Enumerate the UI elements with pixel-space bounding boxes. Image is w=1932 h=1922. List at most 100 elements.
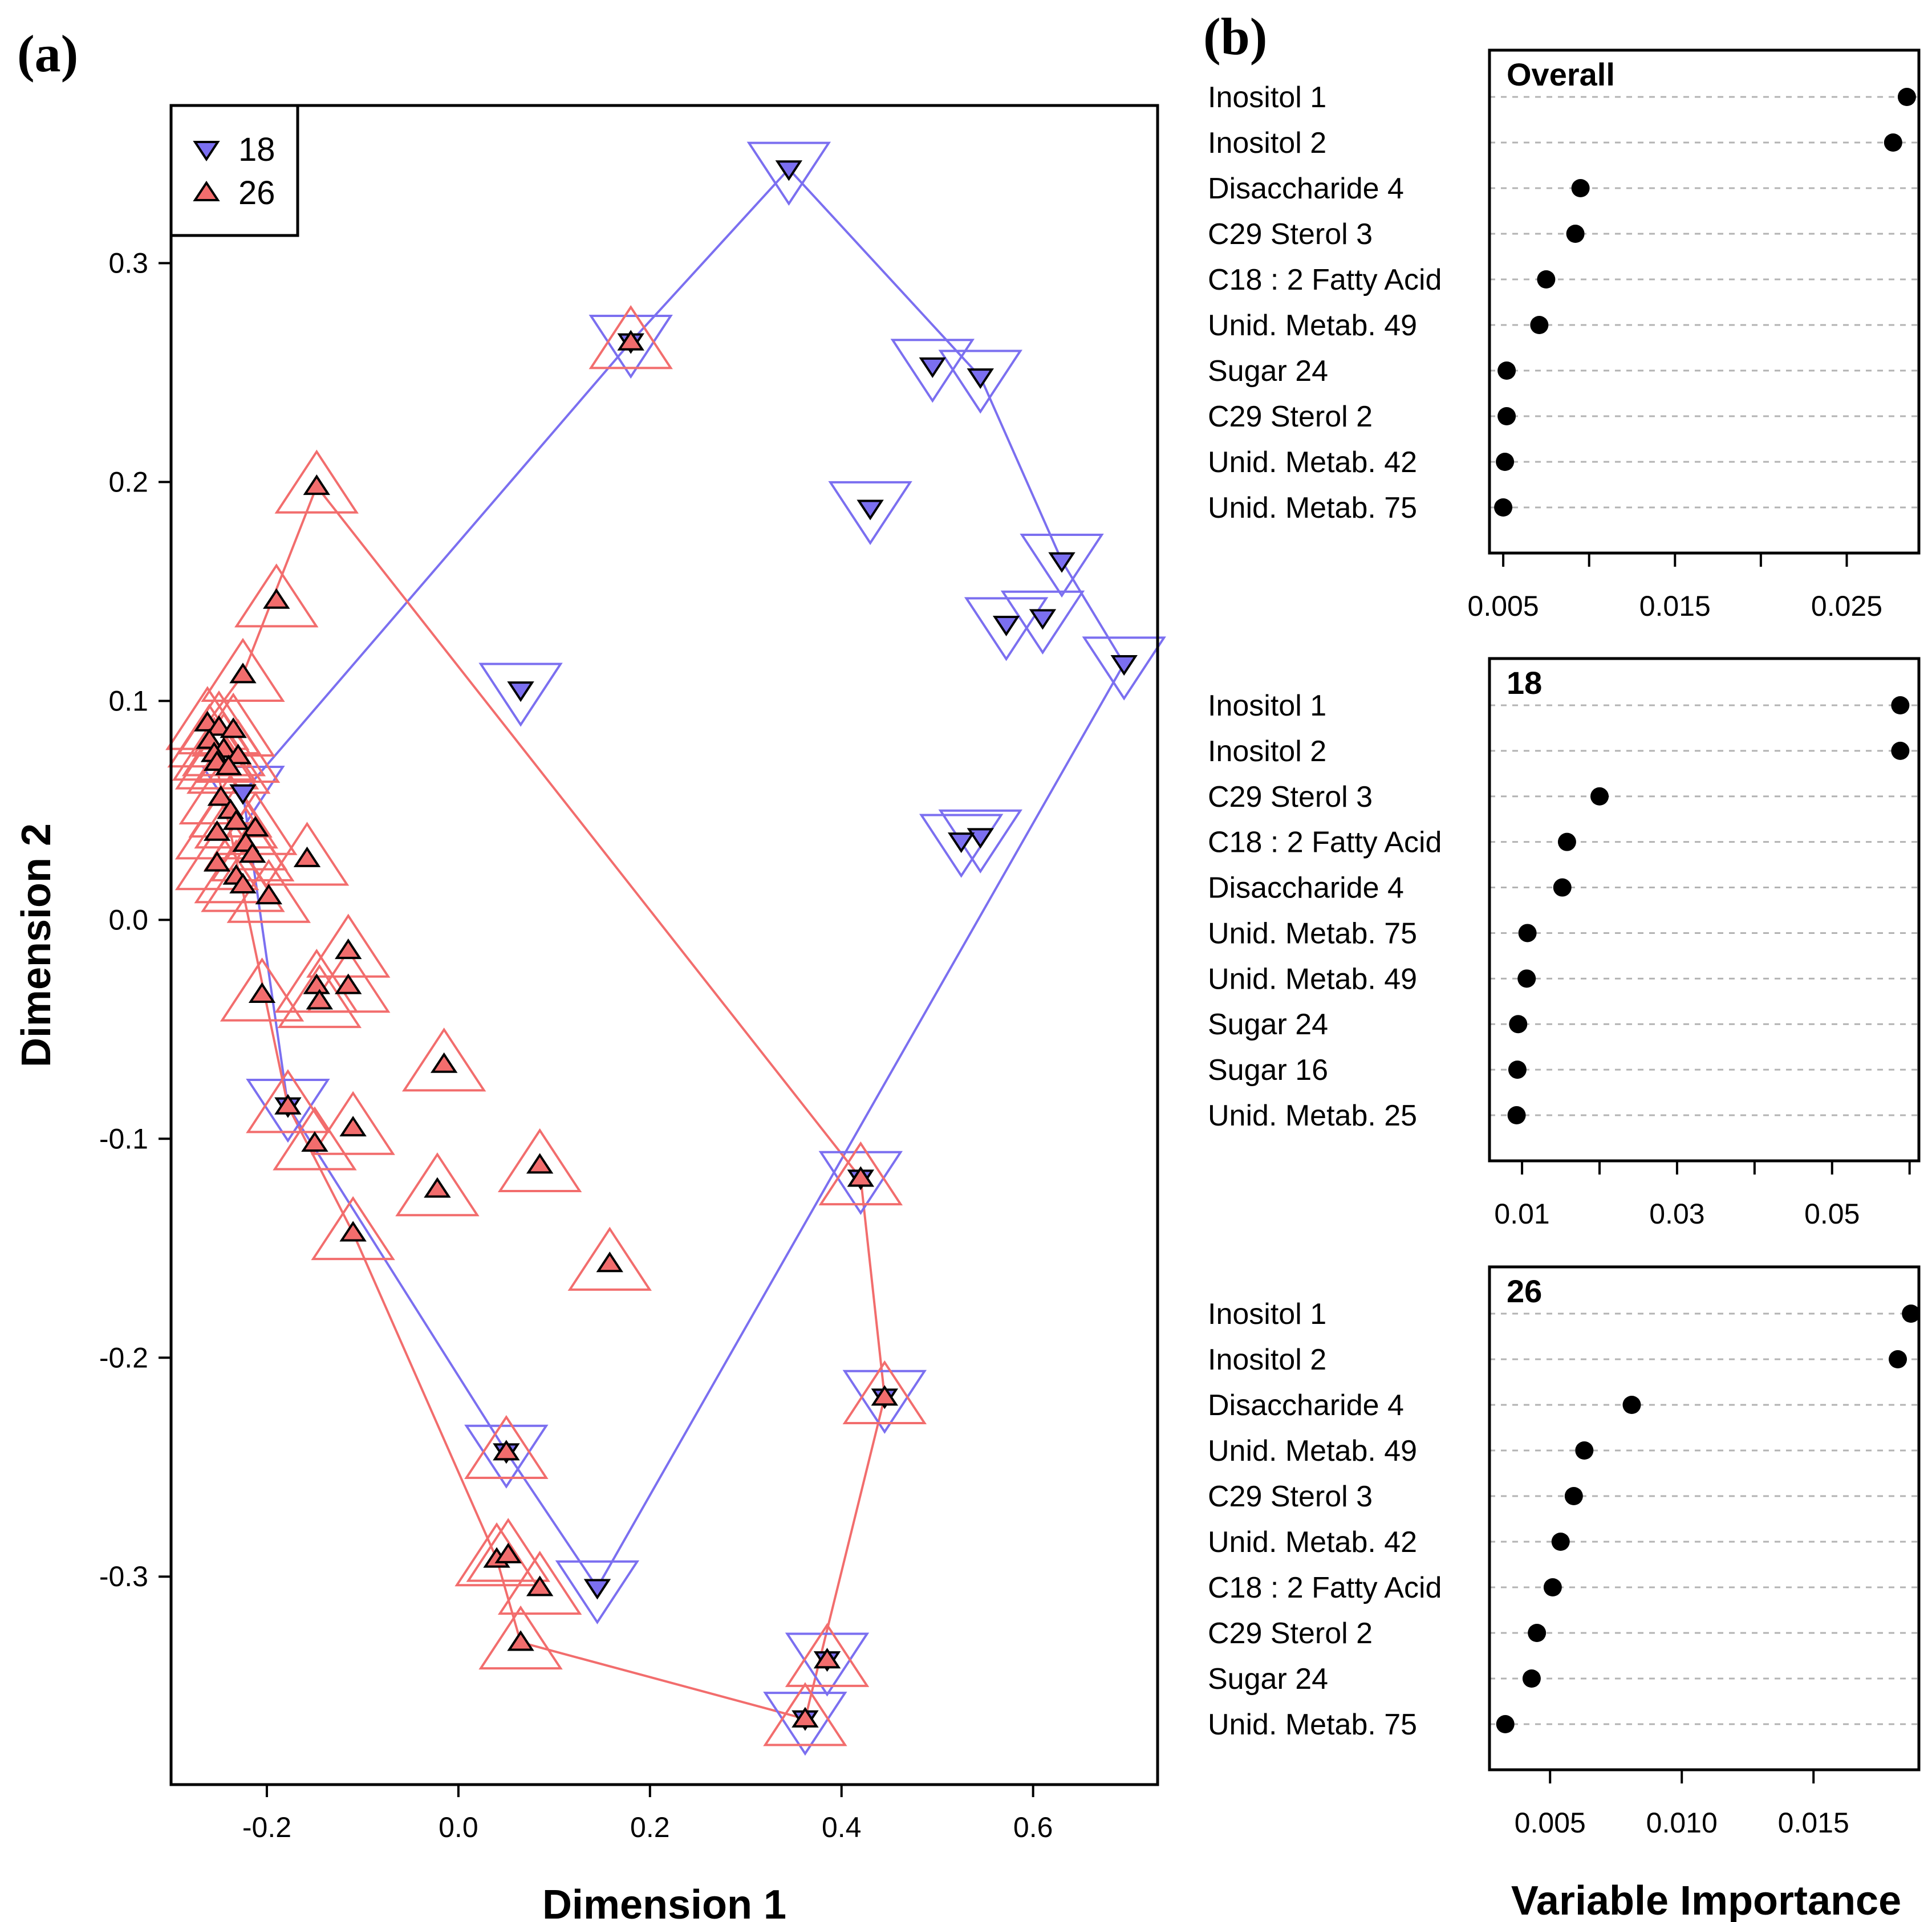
row-label: C18 : 2 Fatty Acid <box>1208 263 1442 296</box>
y-tick-label: -0.1 <box>99 1123 148 1155</box>
panel-label-b: (b) <box>1203 7 1267 66</box>
row-label: Sugar 24 <box>1208 355 1328 388</box>
points <box>165 141 1166 1756</box>
importance-dot <box>1496 1715 1515 1733</box>
point-26 <box>222 809 250 830</box>
row-label: C29 Sterol 3 <box>1208 1480 1373 1513</box>
row-label: Inositol 1 <box>1208 81 1326 114</box>
x-tick-label: 0.2 <box>630 1811 670 1843</box>
point-outline-26 <box>311 1091 395 1155</box>
point-outline-18 <box>842 1370 927 1434</box>
x-tick-label: 0.025 <box>1811 590 1882 622</box>
legend-label-18: 18 <box>238 131 275 168</box>
y-tick-label: -0.3 <box>99 1561 148 1592</box>
point-18 <box>229 784 257 805</box>
y-tick-label: -0.2 <box>99 1342 148 1374</box>
point-26 <box>229 663 257 684</box>
point-outline-26 <box>785 1623 870 1687</box>
row-label: Unid. Metab. 75 <box>1208 491 1417 525</box>
point-26 <box>215 754 242 775</box>
panel-frame <box>1488 657 1921 1163</box>
x-tick-label: 0.03 <box>1649 1198 1704 1230</box>
x-tick-label: 0.015 <box>1778 1807 1849 1839</box>
row-label: Disaccharide 4 <box>1208 1389 1404 1422</box>
point-outline-26 <box>464 1415 549 1480</box>
point-26 <box>526 1153 554 1174</box>
point-outline-26 <box>274 449 359 514</box>
point-26 <box>242 816 269 837</box>
point-outline-26 <box>588 305 673 369</box>
point-18 <box>967 828 994 849</box>
legend-label-26: 26 <box>238 174 275 212</box>
point-26 <box>424 1177 451 1198</box>
point-18 <box>775 160 803 181</box>
importance-dot <box>1891 741 1910 760</box>
point-26 <box>507 1630 534 1651</box>
row-label: Unid. Metab. 42 <box>1208 446 1417 479</box>
row-label: C29 Sterol 2 <box>1208 1617 1373 1650</box>
point-outline-18 <box>555 1560 640 1624</box>
importance-dot <box>1575 1441 1594 1460</box>
row-label: Sugar 24 <box>1208 1663 1328 1696</box>
point-outline-26 <box>277 964 362 1029</box>
point-26 <box>494 1542 522 1563</box>
importance-dot <box>1507 1106 1526 1124</box>
row-label: C18 : 2 Fatty Acid <box>1208 826 1442 859</box>
point-outline-18 <box>1000 590 1085 655</box>
point-18 <box>967 368 994 389</box>
x-tick-label: 0.4 <box>822 1811 862 1843</box>
legend-symbol-18 <box>193 140 220 162</box>
point-outline-26 <box>478 1605 563 1670</box>
row-label: Unid. Metab. 25 <box>1208 1099 1417 1132</box>
importance-dot <box>1528 1624 1547 1642</box>
legend-symbol-26 <box>193 180 220 202</box>
point-outline-26 <box>201 848 285 912</box>
point-26 <box>335 938 362 960</box>
importance-dot <box>1509 1015 1528 1034</box>
row-label: Unid. Metab. 49 <box>1208 309 1417 342</box>
point-outline-18 <box>818 1151 903 1215</box>
point-26 <box>526 1575 554 1596</box>
importance-dot <box>1518 924 1537 942</box>
point-26 <box>430 1052 458 1073</box>
plot-frame-a <box>169 104 1159 1786</box>
point-26 <box>306 989 334 1010</box>
row-label: Unid. Metab. 49 <box>1208 1435 1417 1468</box>
point-outline-18 <box>964 597 1049 661</box>
row-label: Sugar 24 <box>1208 1008 1328 1041</box>
row-label: C29 Sterol 3 <box>1208 781 1373 814</box>
y-tick-label: 0.1 <box>108 685 148 717</box>
importance-panel-2: Inositol 1 Inositol 2 Disaccharide 4 Unid. … <box>1208 1265 1921 1839</box>
importance-dot <box>1496 453 1515 471</box>
variable-importance-panels: Inositol 1 Inositol 2 Disaccharide 4 C29 St… <box>1208 48 1921 1839</box>
point-26 <box>248 982 276 1003</box>
point-26 <box>220 717 247 738</box>
importance-dot <box>1889 1350 1907 1368</box>
point-outline-18 <box>785 1632 870 1697</box>
point-26 <box>303 973 331 994</box>
row-label: C29 Sterol 2 <box>1208 400 1373 433</box>
point-26 <box>596 1251 623 1273</box>
point-26 <box>339 1116 367 1137</box>
importance-dot <box>1537 270 1556 288</box>
point-26 <box>203 820 231 841</box>
importance-dot <box>1884 133 1902 152</box>
point-18 <box>947 832 975 854</box>
point-26 <box>871 1385 899 1406</box>
point-26 <box>335 973 362 994</box>
x-tick-label: 0.6 <box>1013 1811 1053 1843</box>
row-label: Unid. Metab. 49 <box>1208 962 1417 995</box>
importance-dot <box>1530 316 1549 334</box>
point-outline-18 <box>828 481 912 546</box>
point-18 <box>583 1579 611 1600</box>
point-outline-26 <box>567 1226 652 1291</box>
x-axis-title-a: Dimension 1 <box>542 1882 786 1922</box>
point-outline-26 <box>466 1518 550 1582</box>
y-axis-title-a: Dimension 2 <box>14 823 59 1067</box>
row-label: Inositol 2 <box>1208 1343 1326 1376</box>
importance-dot <box>1622 1396 1641 1414</box>
panel-label-a: (a) <box>17 25 78 83</box>
point-18 <box>1110 655 1138 676</box>
point-26 <box>293 846 321 867</box>
point-outline-18 <box>246 1079 330 1143</box>
